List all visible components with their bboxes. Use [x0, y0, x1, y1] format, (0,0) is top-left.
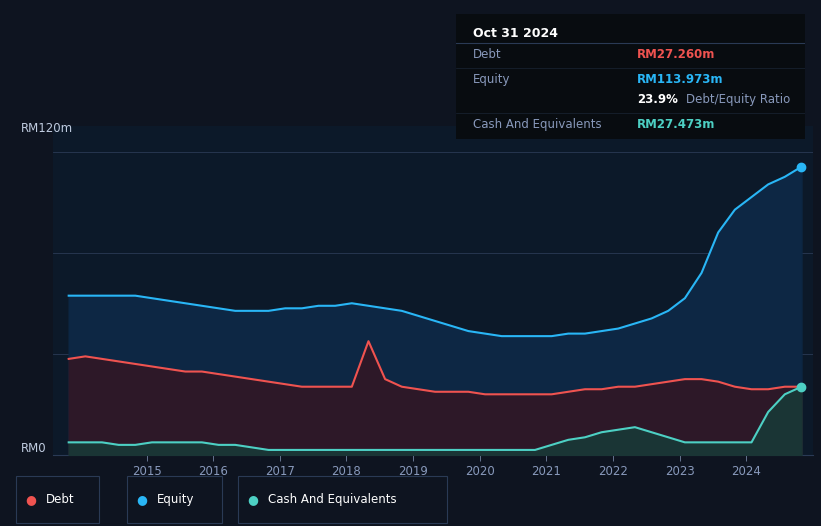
Text: 23.9%: 23.9%	[637, 93, 678, 106]
Text: Cash And Equivalents: Cash And Equivalents	[473, 118, 602, 131]
Text: RM27.260m: RM27.260m	[637, 48, 715, 61]
Text: Equity: Equity	[473, 73, 511, 86]
Text: ●: ●	[25, 493, 37, 506]
Text: RM27.473m: RM27.473m	[637, 118, 715, 131]
Text: ●: ●	[247, 493, 259, 506]
Text: Debt: Debt	[46, 493, 75, 506]
Text: Equity: Equity	[157, 493, 195, 506]
Text: RM120m: RM120m	[21, 123, 72, 135]
Text: Cash And Equivalents: Cash And Equivalents	[268, 493, 397, 506]
Text: ●: ●	[136, 493, 148, 506]
Text: RM113.973m: RM113.973m	[637, 73, 723, 86]
Text: RM0: RM0	[21, 442, 46, 455]
Text: Oct 31 2024: Oct 31 2024	[473, 27, 558, 40]
Text: Debt: Debt	[473, 48, 502, 61]
Text: Debt/Equity Ratio: Debt/Equity Ratio	[686, 93, 790, 106]
